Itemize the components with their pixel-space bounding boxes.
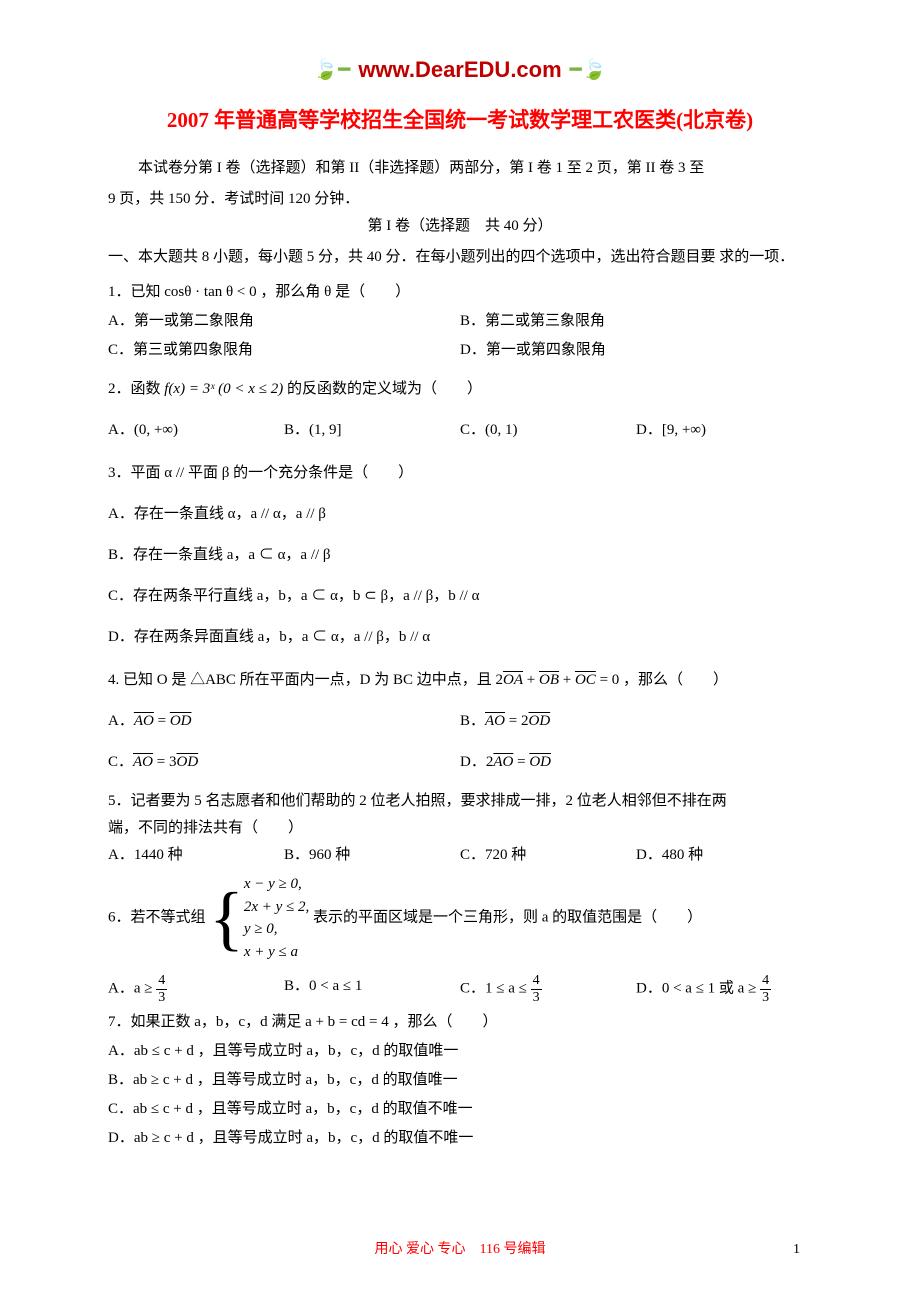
question-7: 7．如果正数 a，b，c，d 满足 a + b = cd = 4 ，那么（ ） …: [108, 1009, 812, 1152]
page-number: 1: [793, 1237, 800, 1262]
intro-line-1: 本试卷分第 I 卷（选择题）和第 II（非选择题）两部分，第 I 卷 1 至 2…: [108, 155, 812, 182]
intro-line-2: 9 页，共 150 分．考试时间 120 分钟．: [108, 186, 812, 213]
brace-icon: {: [209, 882, 244, 954]
question-3: 3．平面 α // 平面 β 的一个充分条件是（ ） A．存在一条直线 α，a …: [108, 460, 812, 651]
q2-option-a: A．(0, +∞): [108, 417, 284, 444]
q2-option-d: D．[9, +∞): [636, 417, 812, 444]
q6-option-b: B．0 < a ≤ 1: [284, 973, 460, 1005]
q2-option-c: C．(0, 1): [460, 417, 636, 444]
q5-line-2: 端，不同的排法共有（ ）: [108, 815, 812, 842]
q5-option-b: B．960 种: [284, 842, 460, 869]
q4-option-d: D．2AO = OD: [460, 749, 812, 776]
question-5: 5．记者要为 5 名志愿者和他们帮助的 2 位老人拍照，要求排成一排，2 位老人…: [108, 788, 812, 869]
q5-option-d: D．480 种: [636, 842, 812, 869]
q5-option-a: A．1440 种: [108, 842, 284, 869]
q3-option-a: A．存在一条直线 α，a // α，a // β: [108, 501, 812, 528]
leaf-icon-right: ━🍃: [570, 52, 607, 88]
logo-url: www.DearEDU.com: [358, 50, 561, 90]
q3-text: 3．平面 α // 平面 β 的一个充分条件是（ ）: [108, 460, 812, 487]
q1-option-b: B．第二或第三象限角: [460, 308, 812, 335]
q1-option-d: D．第一或第四象限角: [460, 337, 812, 364]
q7-option-a: A．ab ≤ c + d ，且等号成立时 a，b，c，d 的取值唯一: [108, 1038, 812, 1065]
q6-option-a: A．a ≥ 43: [108, 973, 284, 1005]
q3-option-c: C．存在两条平行直线 a，b，a ⊂ α，b ⊂ β，a // β，b // α: [108, 583, 812, 610]
q4-option-b: B．AO = 2OD: [460, 708, 812, 735]
q7-text: 7．如果正数 a，b，c，d 满足 a + b = cd = 4 ，那么（ ）: [108, 1009, 812, 1036]
q1-option-c: C．第三或第四象限角: [108, 337, 460, 364]
q2-option-b: B．(1, 9]: [284, 417, 460, 444]
q6-option-d: D．0 < a ≤ 1 或 a ≥ 43: [636, 973, 812, 1005]
q2-text: 2．函数 f(x) = 3ˣ (0 < x ≤ 2) 的反函数的定义域为（ ）: [108, 376, 812, 403]
header-logo: 🍃━ www.DearEDU.com ━🍃: [108, 50, 812, 90]
q7-option-d: D．ab ≥ c + d ，且等号成立时 a，b，c，d 的取值不唯一: [108, 1125, 812, 1152]
q3-option-d: D．存在两条异面直线 a，b，a ⊂ α，a // β，b // α: [108, 624, 812, 651]
page-title: 2007 年普通高等学校招生全国统一考试数学理工农医类(北京卷): [108, 102, 812, 140]
question-2: 2．函数 f(x) = 3ˣ (0 < x ≤ 2) 的反函数的定义域为（ ） …: [108, 376, 812, 444]
instructions: 一、本大题共 8 小题，每小题 5 分，共 40 分．在每小题列出的四个选项中，…: [108, 244, 812, 271]
question-4: 4. 已知 O 是 △ABC 所在平面内一点，D 为 BC 边中点，且 2OA …: [108, 667, 812, 776]
instructions-text-1: 一、本大题共 8 小题，每小题 5 分，共 40 分．在每小题列出的四个选项中，…: [108, 249, 716, 265]
q6-text: 6．若不等式组 { x − y ≥ 0, 2x + y ≤ 2, y ≥ 0, …: [108, 873, 812, 963]
q1-text: 1．已知 cosθ · tan θ < 0 ，那么角 θ 是（ ）: [108, 279, 812, 306]
q6-option-c: C．1 ≤ a ≤ 43: [460, 973, 636, 1005]
q1-option-a: A．第一或第二象限角: [108, 308, 460, 335]
q7-option-b: B．ab ≥ c + d ，且等号成立时 a，b，c，d 的取值唯一: [108, 1067, 812, 1094]
question-1: 1．已知 cosθ · tan θ < 0 ，那么角 θ 是（ ） A．第一或第…: [108, 279, 812, 364]
q4-option-a: A．AO = OD: [108, 708, 460, 735]
section-header: 第 I 卷（选择题 共 40 分）: [108, 213, 812, 240]
q4-option-c: C．AO = 3OD: [108, 749, 460, 776]
footer-text: 用心 爱心 专心 116 号编辑: [0, 1237, 920, 1262]
q4-text: 4. 已知 O 是 △ABC 所在平面内一点，D 为 BC 边中点，且 2OA …: [108, 667, 812, 694]
q7-option-c: C．ab ≤ c + d ，且等号成立时 a，b，c，d 的取值不唯一: [108, 1096, 812, 1123]
leaf-icon-left: 🍃━: [313, 52, 350, 88]
instructions-text-2: 求的一项．: [719, 249, 794, 265]
inequality-system: { x − y ≥ 0, 2x + y ≤ 2, y ≥ 0, x + y ≤ …: [209, 873, 309, 963]
q5-option-c: C．720 种: [460, 842, 636, 869]
q5-line-1: 5．记者要为 5 名志愿者和他们帮助的 2 位老人拍照，要求排成一排，2 位老人…: [108, 788, 812, 815]
question-6: 6．若不等式组 { x − y ≥ 0, 2x + y ≤ 2, y ≥ 0, …: [108, 873, 812, 1005]
q3-option-b: B．存在一条直线 a，a ⊂ α，a // β: [108, 542, 812, 569]
